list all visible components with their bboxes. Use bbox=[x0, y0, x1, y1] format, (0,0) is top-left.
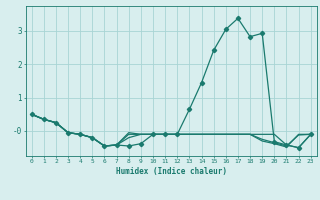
X-axis label: Humidex (Indice chaleur): Humidex (Indice chaleur) bbox=[116, 167, 227, 176]
